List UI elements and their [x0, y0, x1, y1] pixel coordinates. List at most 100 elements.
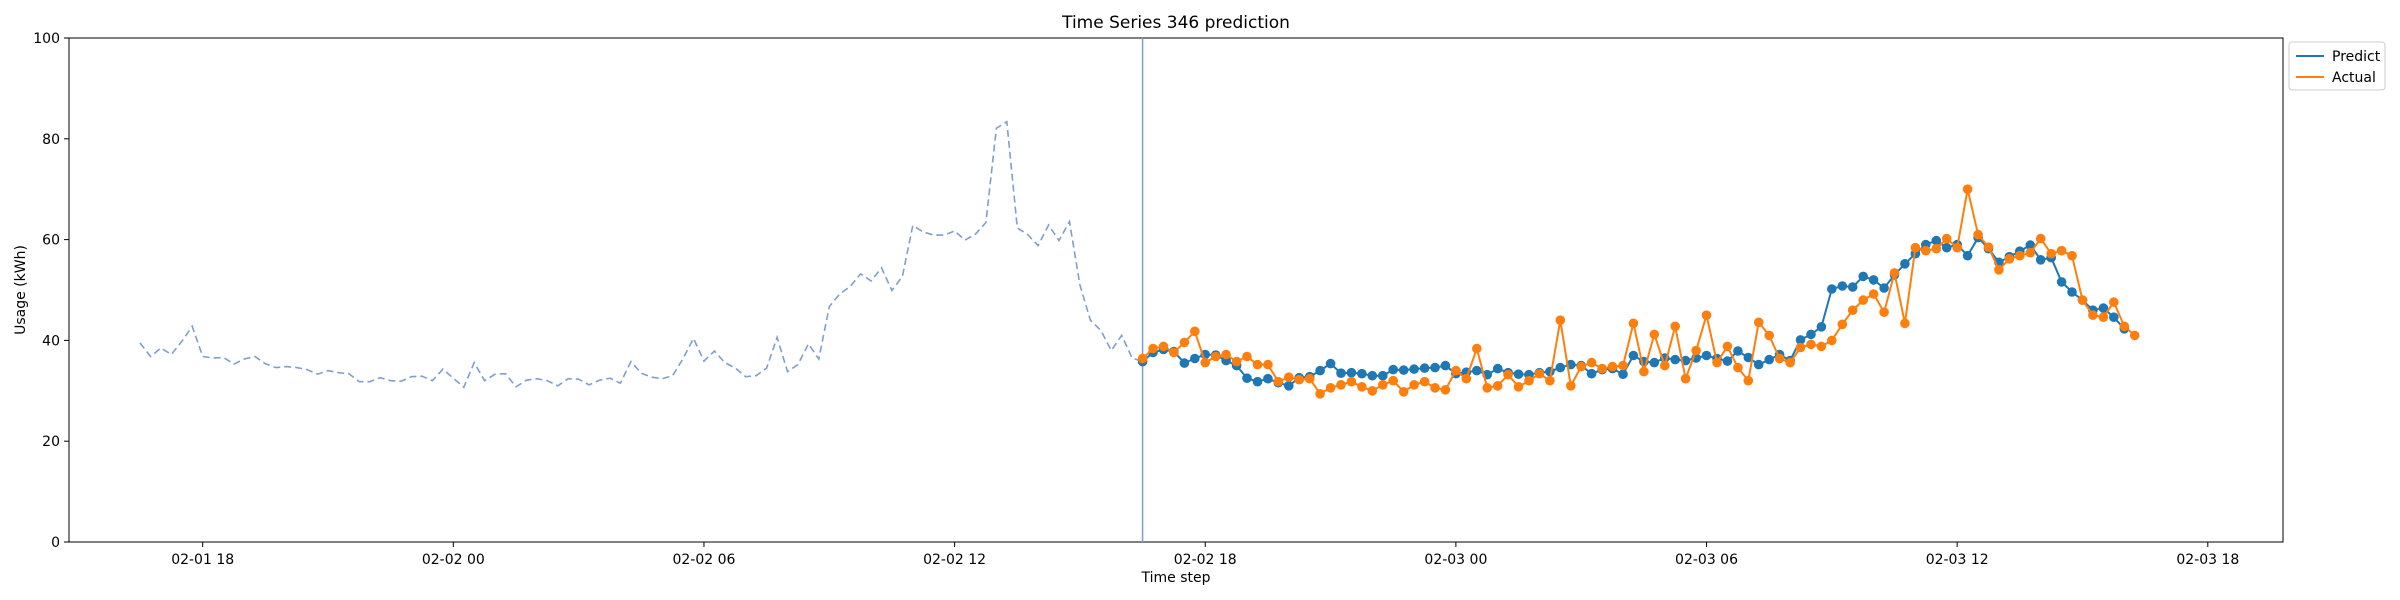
actual-point — [1451, 365, 1461, 376]
predict-point — [1440, 360, 1451, 371]
predict-point — [1900, 259, 1910, 269]
actual-point — [1941, 233, 1952, 244]
predict-point — [1743, 352, 1754, 363]
actual-point — [1607, 361, 1618, 372]
actual-point — [1910, 242, 1921, 253]
actual-point — [2035, 233, 2046, 244]
actual-point — [1179, 337, 1190, 348]
actual-point — [1534, 368, 1545, 379]
predict-point — [1962, 250, 1973, 261]
actual-point — [1660, 360, 1670, 371]
actual-point — [1597, 363, 1607, 374]
predict-point — [1618, 369, 1628, 380]
predict-point — [1252, 376, 1263, 387]
legend-predict-label: Predict — [2332, 49, 2381, 65]
predict-point — [1367, 370, 1378, 381]
actual-point — [1847, 305, 1858, 316]
actual-point — [2067, 250, 2077, 261]
x-tick-label: 02-02 00 — [422, 552, 485, 568]
actual-point — [1492, 381, 1503, 391]
actual-point — [1680, 373, 1691, 384]
predict-point — [1513, 369, 1524, 380]
actual-point — [1566, 381, 1576, 391]
actual-point — [1252, 359, 1263, 370]
history-line — [139, 120, 1143, 389]
actual-point — [1190, 326, 1200, 337]
actual-point — [1513, 382, 1524, 392]
predict-point — [1931, 235, 1942, 246]
actual-point — [1983, 242, 1994, 252]
predict-point — [1649, 357, 1660, 368]
predict-point — [1837, 281, 1848, 291]
actual-point — [1753, 317, 1764, 328]
predict-point — [1868, 275, 1879, 285]
actual-point — [1200, 357, 1210, 368]
actual-point — [1263, 359, 1273, 370]
actual-point — [1545, 375, 1555, 386]
actual-point — [1973, 229, 1983, 240]
predict-point — [1586, 368, 1597, 379]
predict-point — [1325, 358, 1336, 369]
actual-point — [1764, 330, 1774, 341]
actual-point — [1691, 345, 1701, 356]
y-tick-label: 60 — [42, 233, 60, 249]
actual-point — [1346, 376, 1357, 387]
actual-point — [1858, 295, 1868, 305]
predict-point — [1941, 242, 1952, 253]
actual-point — [1137, 353, 1148, 364]
predict-point — [1492, 363, 1503, 374]
actual-point — [1670, 321, 1680, 332]
y-tick-label: 80 — [42, 132, 60, 148]
predict-point — [1879, 283, 1889, 293]
predict-point — [1628, 350, 1639, 361]
actual-point — [2025, 247, 2036, 258]
actual-point — [2088, 310, 2098, 321]
actual-point — [1325, 383, 1336, 393]
actual-point — [1315, 389, 1325, 399]
predict-line — [1141, 235, 2126, 387]
predict-point — [1315, 365, 1325, 376]
actual-point — [1367, 386, 1378, 396]
predict-point — [1670, 354, 1680, 365]
predict-point — [1701, 350, 1712, 361]
predict-point — [2056, 277, 2067, 287]
actual-point — [1733, 362, 1743, 373]
actual-point — [1795, 342, 1806, 353]
actual-point — [1273, 376, 1284, 387]
predict-point — [1827, 284, 1837, 294]
y-tick-label: 0 — [51, 535, 60, 551]
actual-point — [2098, 312, 2109, 323]
actual-point — [1816, 341, 1827, 352]
predict-point — [1263, 373, 1273, 384]
actual-point — [2004, 253, 2015, 264]
predict-point — [1816, 322, 1827, 332]
actual-point — [1722, 341, 1733, 352]
actual-point — [1169, 347, 1179, 358]
x-tick-label: 02-03 06 — [1675, 552, 1738, 568]
x-tick-label: 02-03 00 — [1424, 552, 1487, 568]
y-axis: 0 20 40 60 80 100 — [33, 31, 69, 551]
actual-point — [1409, 380, 1419, 390]
predict-point — [2035, 254, 2046, 265]
actual-point — [1837, 319, 1848, 330]
actual-point — [2119, 321, 2130, 332]
actual-point — [1921, 245, 1931, 256]
y-tick-label: 100 — [33, 31, 60, 47]
predict-point — [1419, 363, 1430, 373]
predict-point — [1179, 358, 1190, 368]
predict-point — [1858, 271, 1868, 282]
predict-point — [1242, 373, 1252, 384]
predict-point — [2067, 287, 2077, 297]
actual-point — [1649, 329, 1660, 340]
predict-point — [1378, 370, 1388, 381]
series-layer — [139, 38, 2140, 542]
actual-point — [1482, 383, 1492, 393]
predict-point — [1346, 367, 1357, 378]
actual-point — [1158, 341, 1169, 352]
actual-point — [1879, 307, 1889, 318]
actual-point — [1378, 380, 1388, 390]
plot-frame — [68, 37, 2284, 543]
predict-point — [1733, 346, 1743, 356]
x-tick-label: 02-03 12 — [1926, 552, 1989, 568]
